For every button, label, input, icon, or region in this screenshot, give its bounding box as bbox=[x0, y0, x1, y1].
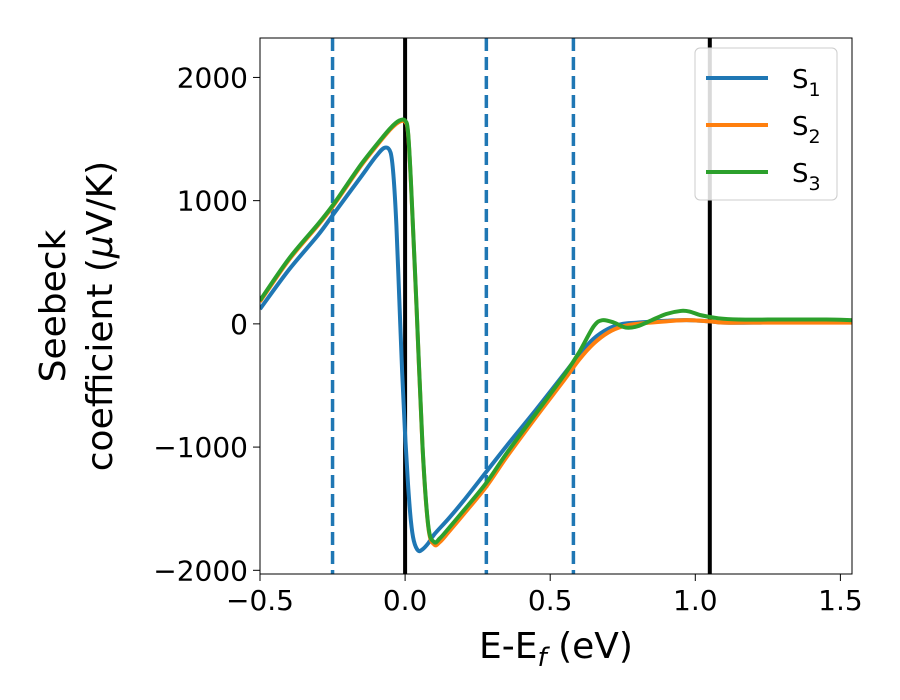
x-axis-label: E-Ef (eV) bbox=[479, 626, 633, 673]
x-tick-label: −0.5 bbox=[226, 584, 294, 617]
y-axis-label: Seebeck coefficient (μV/K) bbox=[33, 161, 121, 471]
y-axis-label-line2: coefficient (μV/K) bbox=[80, 161, 121, 471]
y-tick-label: −2000 bbox=[153, 554, 248, 587]
y-tick-label: 0 bbox=[230, 308, 248, 341]
series-lines bbox=[260, 117, 852, 554]
x-tick-label: 0.5 bbox=[528, 584, 573, 617]
y-tick-label: −1000 bbox=[153, 431, 248, 464]
y-axis-label-line1: Seebeck bbox=[33, 229, 74, 382]
series-line-s1 bbox=[260, 145, 852, 554]
plot-frame bbox=[259, 37, 853, 575]
legend-label-s2: S2 bbox=[792, 112, 821, 148]
series-line-s3 bbox=[260, 117, 852, 545]
y-axis-ticks: −2000 −1000 0 1000 2000 bbox=[153, 61, 260, 587]
x-axis-ticks: −0.5 0.0 0.5 1.0 1.5 bbox=[226, 574, 863, 617]
legend-label-s1: S1 bbox=[792, 65, 821, 101]
y-tick-label: 1000 bbox=[177, 185, 248, 218]
x-tick-label: 0.0 bbox=[383, 584, 428, 617]
y-tick-label: 2000 bbox=[177, 61, 248, 94]
x-tick-label: 1.5 bbox=[818, 584, 863, 617]
reference-lines bbox=[330, 38, 712, 574]
legend: S1 S2 S3 bbox=[694, 47, 838, 201]
x-tick-label: 1.0 bbox=[673, 584, 718, 617]
legend-label-s3: S3 bbox=[792, 159, 821, 195]
